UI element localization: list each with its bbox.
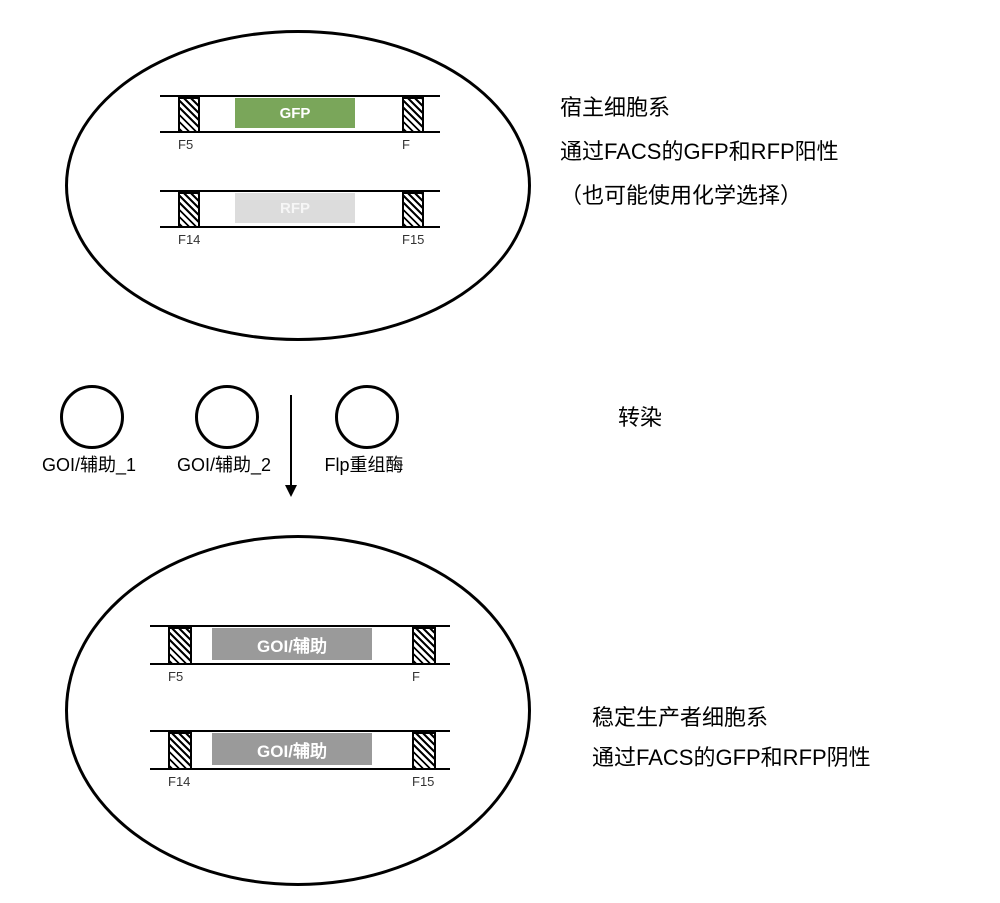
diagram-stage: F5FGFPF14F15RFPF5FGOI/辅助F14F15GOI/辅助GOI/…: [0, 0, 1000, 903]
frt-label: F14: [168, 774, 190, 789]
producer-cell-ellipse: [65, 535, 531, 886]
plasmid-label: Flp重组酶: [324, 451, 403, 477]
transfection-arrow: [290, 395, 292, 485]
gene-box: GOI/辅助: [212, 733, 372, 765]
frt-label: F: [402, 137, 410, 152]
frt-label: F5: [168, 669, 183, 684]
frt-site: [178, 97, 200, 133]
frt-label: F15: [412, 774, 434, 789]
gene-box: GOI/辅助: [212, 628, 372, 660]
host-description-line: 宿主细胞系: [560, 90, 670, 122]
frt-label: F14: [178, 232, 200, 247]
producer-construct-0: F5FGOI/辅助: [150, 625, 450, 663]
frt-label: F15: [402, 232, 424, 247]
host-description-line: （也可能使用化学选择）: [560, 178, 802, 210]
producer-description-line: 稳定生产者细胞系: [592, 700, 768, 732]
plasmid-label: GOI/辅助_1: [42, 451, 136, 477]
frt-label: F5: [178, 137, 193, 152]
frt-label: F: [412, 669, 420, 684]
frt-site: [168, 627, 192, 665]
transfection-arrow-head: [285, 485, 297, 497]
frt-site: [168, 732, 192, 770]
gene-box: GFP: [235, 98, 355, 128]
host-description-line: 通过FACS的GFP和RFP阳性: [560, 134, 839, 166]
plasmid-circle: [60, 385, 124, 449]
frt-site: [412, 732, 436, 770]
producer-description-line: 通过FACS的GFP和RFP阴性: [592, 740, 871, 772]
plasmid-circle: [195, 385, 259, 449]
frt-site: [402, 192, 424, 228]
gene-box: RFP: [235, 193, 355, 223]
frt-site: [178, 192, 200, 228]
host-construct-1: F14F15RFP: [160, 190, 440, 226]
host-construct-0: F5FGFP: [160, 95, 440, 131]
plasmid-circle: [335, 385, 399, 449]
host-cell-ellipse: [65, 30, 531, 341]
transfection-label: 转染: [618, 400, 662, 432]
frt-site: [412, 627, 436, 665]
frt-site: [402, 97, 424, 133]
producer-construct-1: F14F15GOI/辅助: [150, 730, 450, 768]
plasmid-label: GOI/辅助_2: [177, 451, 271, 477]
